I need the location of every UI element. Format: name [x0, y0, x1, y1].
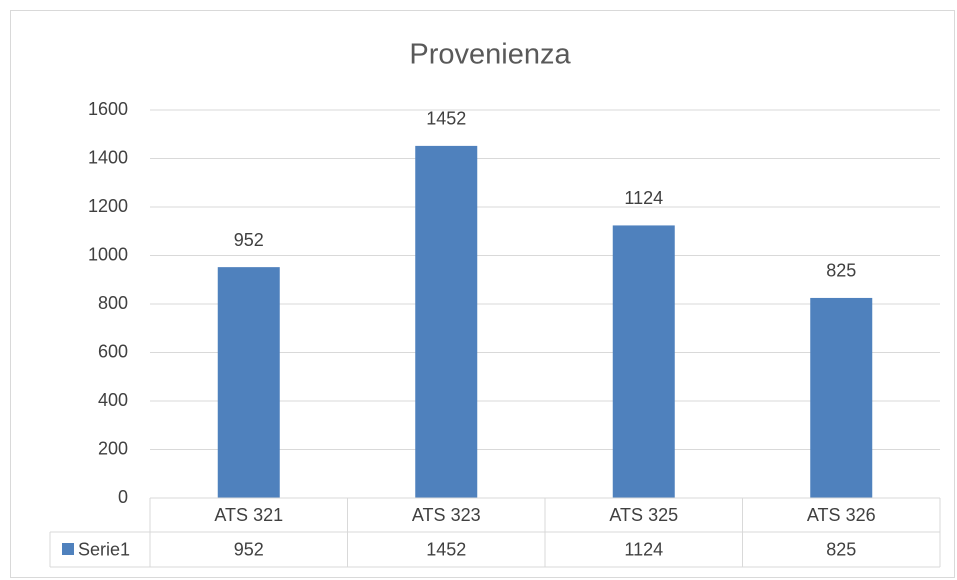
data-label: 825: [826, 261, 856, 281]
x-tick-label: ATS 326: [807, 505, 876, 525]
x-tick-label: ATS 323: [412, 505, 481, 525]
x-tick-label: ATS 321: [214, 505, 283, 525]
y-tick-label: 1000: [88, 244, 128, 264]
y-tick-label: 600: [98, 341, 128, 361]
y-tick-label: 1600: [88, 99, 128, 119]
bar: [612, 225, 675, 498]
chart-border: [10, 10, 955, 578]
table-value: 1452: [426, 539, 466, 559]
data-label: 1124: [624, 188, 663, 208]
table-value: 952: [234, 539, 264, 559]
data-label: 1452: [426, 109, 466, 129]
chart-title: Provenienza: [409, 39, 571, 71]
y-tick-label: 800: [98, 293, 128, 313]
table-value: 1124: [624, 539, 663, 559]
bar: [415, 145, 478, 498]
bar: [217, 267, 280, 498]
y-tick-label: 1200: [88, 196, 128, 216]
y-tick-label: 200: [98, 438, 128, 458]
data-label: 952: [234, 230, 264, 250]
y-tick-label: 400: [98, 390, 128, 410]
x-tick-label: ATS 325: [609, 505, 678, 525]
table-value: 825: [826, 539, 856, 559]
legend-key: [62, 543, 74, 555]
y-tick-label: 0: [118, 487, 128, 507]
y-tick-label: 1400: [88, 147, 128, 167]
bar: [810, 297, 873, 498]
legend-label: Serie1: [78, 539, 130, 559]
